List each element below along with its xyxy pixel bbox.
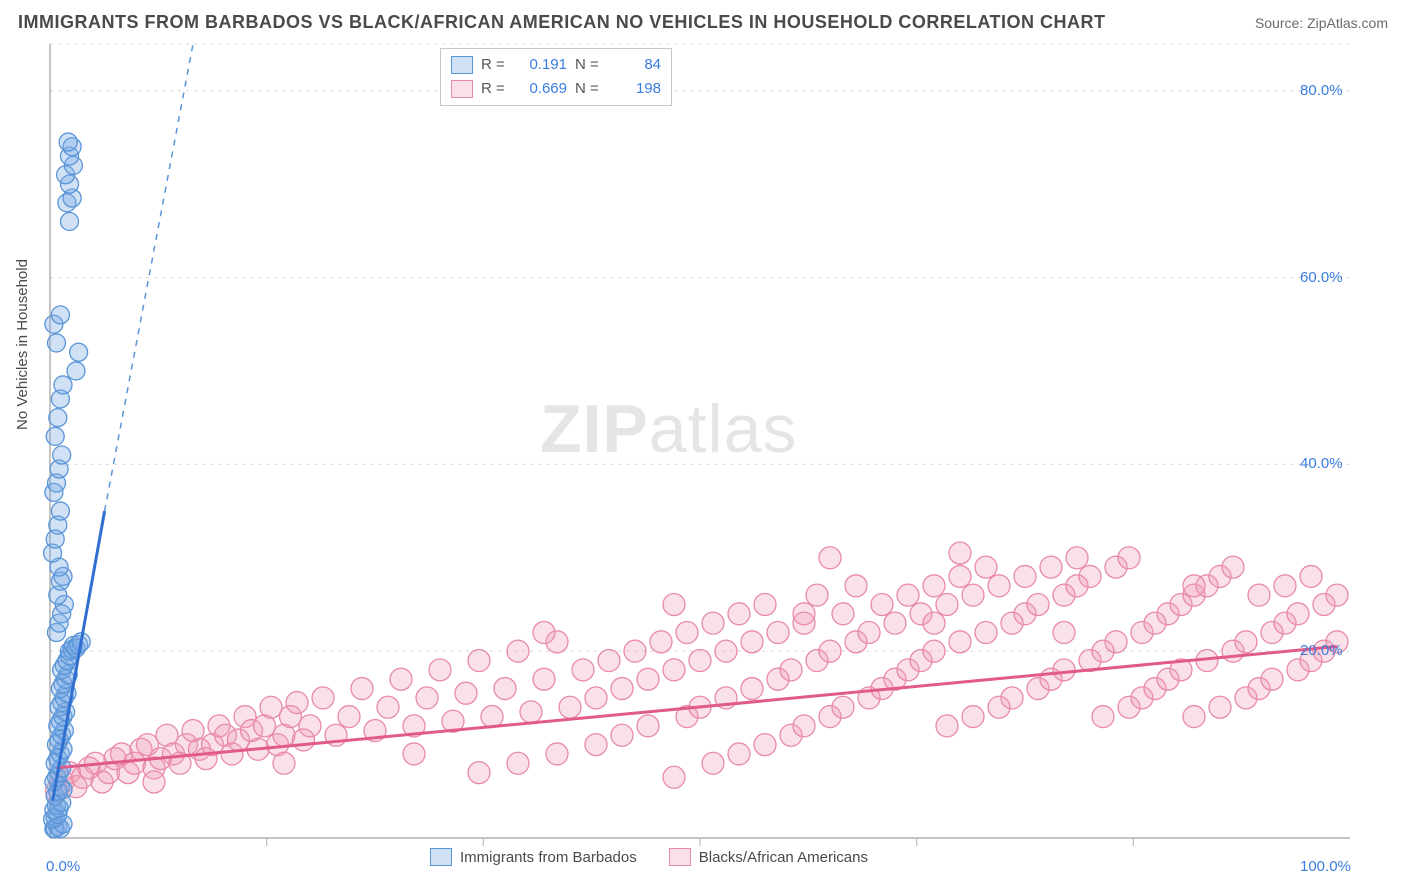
- swatch-barbados-icon: [451, 56, 473, 74]
- y-tick-60: 60.0%: [1300, 269, 1343, 286]
- x-tick-0: 0.0%: [46, 858, 80, 875]
- legend-item-black: Blacks/African Americans: [669, 848, 868, 866]
- r-label: R =: [481, 53, 509, 77]
- legend-label-barbados: Immigrants from Barbados: [460, 849, 637, 866]
- y-tick-20: 20.0%: [1300, 642, 1343, 659]
- n-value-barbados: 84: [611, 53, 661, 77]
- r-value-barbados: 0.191: [517, 53, 567, 77]
- legend-label-black: Blacks/African Americans: [699, 849, 868, 866]
- r-label: R =: [481, 77, 509, 101]
- n-label: N =: [575, 53, 603, 77]
- swatch-barbados-icon: [430, 848, 452, 866]
- stats-legend: R = 0.191 N = 84 R = 0.669 N = 198: [440, 48, 672, 106]
- stats-row-barbados: R = 0.191 N = 84: [451, 53, 661, 77]
- stats-row-black: R = 0.669 N = 198: [451, 77, 661, 101]
- r-value-black: 0.669: [517, 77, 567, 101]
- n-value-black: 198: [611, 77, 661, 101]
- swatch-black-icon: [669, 848, 691, 866]
- y-tick-80: 80.0%: [1300, 82, 1343, 99]
- swatch-black-icon: [451, 80, 473, 98]
- series-legend: Immigrants from Barbados Blacks/African …: [430, 848, 868, 866]
- legend-item-barbados: Immigrants from Barbados: [430, 848, 637, 866]
- y-tick-40: 40.0%: [1300, 455, 1343, 472]
- x-tick-100: 100.0%: [1300, 858, 1351, 875]
- n-label: N =: [575, 77, 603, 101]
- scatter-chart: [0, 0, 1406, 892]
